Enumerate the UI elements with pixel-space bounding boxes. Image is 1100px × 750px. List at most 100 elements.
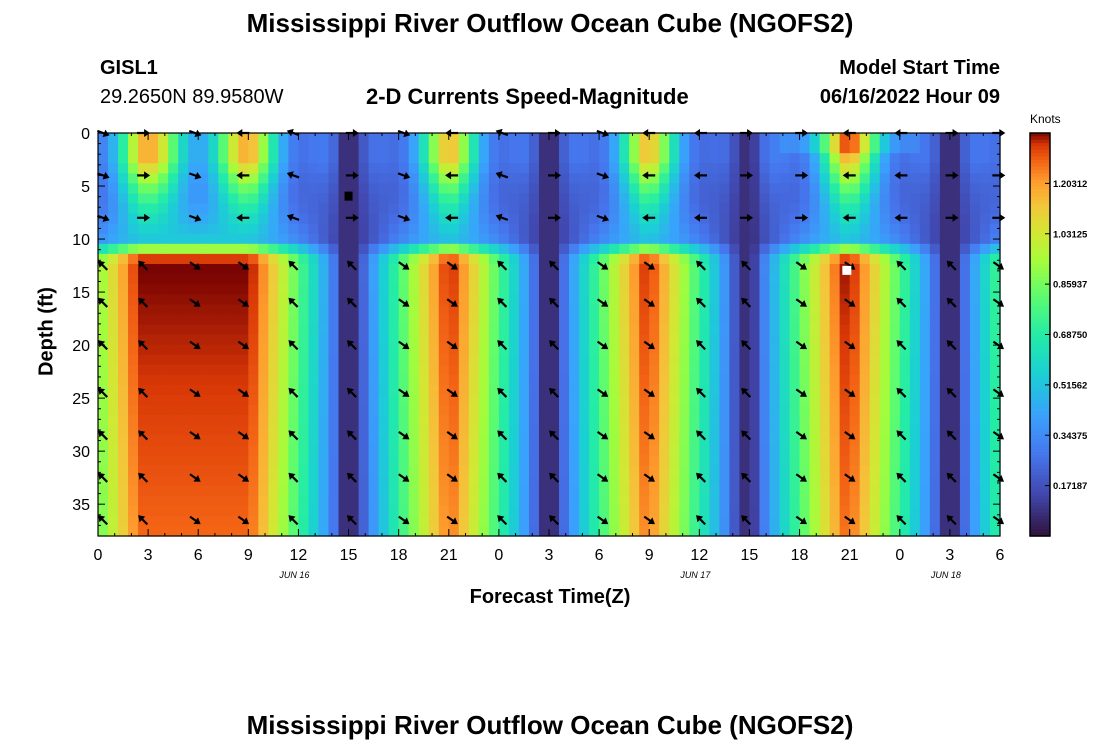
heatmap-cell — [148, 163, 159, 174]
heatmap-cell — [398, 153, 410, 164]
heatmap-cell — [248, 243, 259, 255]
heatmap-cell — [789, 515, 801, 527]
heatmap-cell — [308, 374, 320, 386]
colorbar-cell — [1030, 327, 1050, 332]
heatmap-cell — [659, 394, 670, 406]
heatmap-cell — [418, 284, 430, 295]
heatmap-cell — [318, 243, 330, 255]
heatmap-cell — [629, 465, 640, 477]
heatmap-cell — [759, 334, 771, 346]
heatmap-cell — [559, 173, 570, 184]
heatmap-cell — [218, 314, 229, 326]
heatmap-cell — [809, 485, 821, 497]
heatmap-cell — [258, 213, 269, 225]
heatmap-cell — [158, 425, 169, 436]
heatmap-cell — [639, 394, 650, 406]
heatmap-cell — [518, 475, 530, 487]
heatmap-cell — [418, 384, 430, 396]
heatmap-cell — [909, 153, 921, 164]
heatmap-cell — [959, 435, 971, 446]
heatmap-cell — [328, 435, 340, 446]
heatmap-cell — [729, 425, 741, 436]
heatmap-cell — [158, 163, 169, 174]
heatmap-cell — [629, 203, 640, 215]
heatmap-cell — [609, 213, 620, 225]
heatmap-cell — [549, 193, 560, 205]
heatmap-cell — [749, 213, 761, 225]
heatmap-cell — [328, 304, 340, 315]
heatmap-cell — [829, 253, 841, 265]
colorbar-cell — [1030, 284, 1050, 289]
heatmap-cell — [729, 203, 741, 215]
heatmap-cell — [669, 233, 680, 245]
heatmap-cell — [318, 435, 330, 446]
heatmap-cell — [268, 163, 279, 174]
heatmap-cell — [428, 193, 440, 205]
heatmap-cell — [248, 294, 259, 305]
heatmap-cell — [699, 394, 710, 406]
heatmap-cell — [579, 394, 590, 406]
heatmap-cell — [899, 223, 911, 235]
heatmap-cell — [438, 274, 450, 285]
heatmap-cell — [939, 253, 951, 265]
heatmap-cell — [238, 233, 249, 245]
heatmap-cell — [398, 284, 410, 295]
heatmap-cell — [178, 415, 189, 426]
heatmap-cell — [138, 314, 149, 326]
heatmap-cell — [579, 354, 590, 366]
heatmap-cell — [889, 425, 901, 436]
heatmap-cell — [478, 203, 490, 215]
heatmap-cell — [919, 525, 931, 537]
heatmap-cell — [278, 163, 290, 174]
heatmap-cell — [358, 274, 370, 285]
heatmap-cell — [549, 405, 560, 416]
heatmap-cell — [158, 415, 169, 426]
heatmap-cell — [549, 263, 560, 275]
heatmap-cell — [208, 274, 219, 285]
heatmap-cell — [528, 253, 540, 265]
heatmap-cell — [408, 344, 420, 356]
heatmap-cell — [699, 374, 710, 386]
heatmap-cell — [188, 384, 199, 396]
colorbar-cell — [1030, 445, 1050, 450]
heatmap-cell — [178, 243, 189, 255]
heatmap-cell — [308, 334, 320, 346]
current-vector — [446, 515, 458, 525]
heatmap-cell — [138, 435, 149, 446]
current-vector — [795, 171, 809, 180]
heatmap-cell — [418, 304, 430, 315]
heatmap-cell — [108, 405, 119, 416]
heatmap-cell — [338, 415, 350, 426]
heatmap-cell — [458, 364, 470, 376]
heatmap-cell — [819, 183, 831, 195]
heatmap-cell — [518, 193, 530, 205]
current-vector — [236, 171, 250, 180]
heatmap-cell — [528, 153, 540, 164]
heatmap-cell — [108, 374, 119, 386]
heatmap-cell — [919, 485, 931, 497]
heatmap-cell — [629, 384, 640, 396]
x-tick-label: 18 — [791, 547, 809, 564]
heatmap-cell — [859, 344, 871, 356]
heatmap-cell — [428, 243, 440, 255]
heatmap-cell — [408, 193, 420, 205]
heatmap-cell — [709, 505, 720, 517]
x-tick-label: 3 — [144, 547, 153, 564]
heatmap-cell — [388, 183, 400, 195]
heatmap-cell — [518, 243, 530, 255]
heatmap-cell — [208, 253, 219, 265]
heatmap-cell — [118, 294, 129, 305]
heatmap-cell — [919, 153, 931, 164]
heatmap-cell — [538, 183, 550, 195]
heatmap-cell — [879, 173, 891, 184]
heatmap-cell — [218, 515, 229, 527]
heatmap-cell — [829, 193, 841, 205]
heatmap-cell — [188, 344, 199, 356]
current-vector — [346, 297, 357, 308]
heatmap-cell — [859, 274, 871, 285]
heatmap-cell — [128, 374, 139, 386]
heatmap-cell — [639, 274, 650, 285]
current-vector — [643, 298, 655, 307]
heatmap-cell — [298, 284, 310, 295]
heatmap-cell — [128, 314, 139, 326]
